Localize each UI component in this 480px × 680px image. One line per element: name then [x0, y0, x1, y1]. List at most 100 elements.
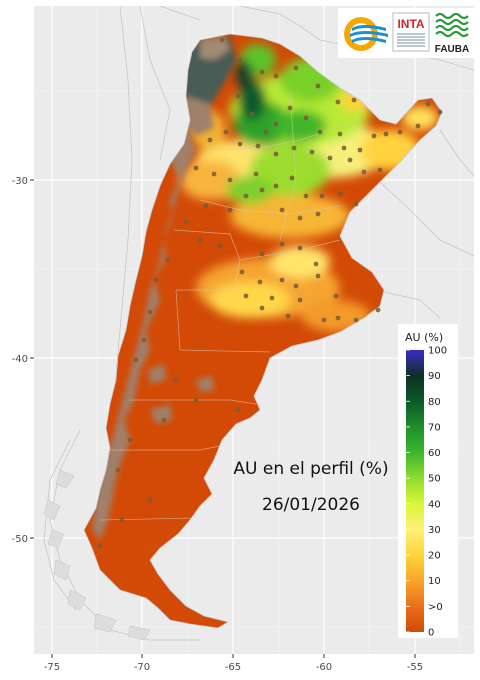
station-point: [377, 167, 383, 173]
x-tick-label: -65: [225, 662, 241, 673]
inta-logo: INTA: [392, 12, 430, 52]
station-point: [259, 305, 265, 311]
station-point: [217, 243, 223, 249]
station-point: [351, 97, 357, 103]
station-point: [289, 175, 295, 181]
station-point: [353, 201, 359, 207]
station-point: [147, 497, 153, 503]
legend-label: 10: [428, 576, 441, 587]
soil-water-raster: [83, 33, 443, 629]
chile-archipelago: [43, 469, 151, 641]
station-point: [297, 215, 303, 221]
station-point: [279, 277, 285, 283]
x-tick-label: -75: [44, 662, 60, 673]
station-point: [235, 407, 241, 413]
station-point: [293, 283, 299, 289]
station-point: [319, 193, 325, 199]
legend-label: 30: [428, 525, 441, 536]
legend-label: 20: [428, 551, 441, 562]
station-point: [273, 73, 279, 79]
station-point: [207, 137, 213, 143]
station-point: [315, 273, 321, 279]
fauba-logo: FAUBA: [435, 12, 469, 55]
station-point: [183, 219, 189, 225]
x-tick-label: -70: [134, 662, 150, 673]
station-point: [193, 165, 199, 171]
station-point: [291, 145, 297, 151]
x-tick-label: -60: [316, 662, 332, 673]
station-point: [211, 171, 217, 177]
station-point: [273, 183, 279, 189]
station-point: [285, 313, 291, 319]
institution-wave-logo-icon: [344, 17, 388, 51]
station-point: [347, 157, 353, 163]
station-point: [257, 279, 263, 285]
station-point: [315, 83, 321, 89]
station-point: [173, 377, 179, 383]
station-point: [273, 121, 279, 127]
station-point: [287, 105, 293, 111]
station-point: [203, 203, 209, 209]
station-point: [293, 65, 299, 71]
station-point: [279, 207, 285, 213]
station-point: [415, 123, 421, 129]
station-point: [161, 417, 167, 423]
station-point: [297, 297, 303, 303]
station-point: [127, 437, 133, 443]
station-point: [239, 269, 245, 275]
station-point: [259, 187, 265, 193]
y-axis: -30 -40 -50: [12, 176, 34, 545]
station-point: [259, 251, 265, 257]
station-point: [237, 57, 243, 63]
y-tick-label: -30: [12, 176, 28, 187]
station-point: [243, 293, 249, 299]
x-axis: -75 -70 -65 -60 -55: [44, 654, 423, 673]
station-point: [259, 69, 265, 75]
legend-label: 70: [428, 422, 441, 433]
station-point: [303, 193, 309, 199]
station-point: [141, 337, 147, 343]
legend-label: 100: [428, 346, 447, 357]
station-point: [227, 177, 233, 183]
station-point: [197, 237, 203, 243]
station-point: [219, 37, 225, 43]
legend-label: 40: [428, 499, 441, 510]
legend-title: AU (%): [405, 331, 443, 344]
station-point: [335, 99, 341, 105]
station-point: [147, 309, 153, 315]
station-point: [255, 143, 261, 149]
x-tick-label: -55: [407, 662, 423, 673]
station-point: [249, 111, 255, 117]
station-point: [357, 147, 363, 153]
station-point: [437, 109, 443, 115]
inta-label: INTA: [397, 17, 424, 31]
station-point: [193, 397, 199, 403]
station-point: [337, 191, 343, 197]
station-point: [273, 151, 279, 157]
station-point: [119, 517, 125, 523]
station-point: [361, 169, 367, 175]
station-point: [371, 133, 377, 139]
station-point: [303, 115, 309, 121]
station-point: [321, 317, 327, 323]
station-point: [253, 171, 259, 177]
station-point: [223, 129, 229, 135]
station-point: [309, 149, 315, 155]
station-point: [235, 93, 241, 99]
station-point: [115, 467, 121, 473]
station-point: [315, 211, 321, 217]
station-point: [243, 193, 249, 199]
weather-stations: [97, 37, 443, 549]
station-point: [337, 131, 343, 137]
station-point: [333, 293, 339, 299]
station-point: [383, 131, 389, 137]
map-annotation-title: AU en el perfil (%): [233, 459, 388, 479]
legend-color-bar: [406, 350, 424, 632]
station-point: [317, 129, 323, 135]
station-point: [335, 315, 341, 321]
y-tick-label: -40: [12, 354, 28, 365]
legend: AU (%) 100 90 80 70 60 50 40 30 20 10 >0 0: [398, 324, 458, 639]
map-annotation-date: 26/01/2026: [262, 495, 360, 515]
station-point: [397, 129, 403, 135]
station-point: [279, 241, 285, 247]
